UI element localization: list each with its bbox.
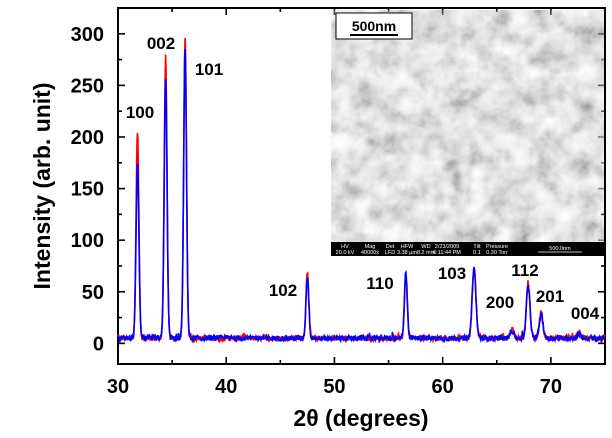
sem-meta-value: 0.1 xyxy=(473,250,481,256)
sem-image xyxy=(331,10,604,242)
peak-label-200: 200 xyxy=(486,293,514,312)
y-tick-label: 50 xyxy=(82,282,104,304)
sem-meta-scale: 500.0nm xyxy=(549,246,571,252)
peak-label-103: 103 xyxy=(438,264,466,283)
plot-frame xyxy=(117,7,606,365)
sem-meta-header: 2/23/2009 xyxy=(435,244,459,250)
sem-meta-header: WD xyxy=(421,244,430,250)
sem-meta-header: Pressure xyxy=(486,244,508,250)
sem-meta-header: HV xyxy=(341,244,349,250)
x-tick-label: 60 xyxy=(432,376,454,398)
y-tick-label: 150 xyxy=(71,179,104,201)
peak-label-102: 102 xyxy=(269,281,297,300)
sem-meta-value: 8.2 mm xyxy=(417,250,436,256)
sem-meta-value: 20.0 kV xyxy=(336,250,355,256)
sem-meta-header: Tilt xyxy=(473,244,481,250)
y-tick-label: 300 xyxy=(71,24,104,46)
sem-meta-value: 6:11:44 PM xyxy=(433,250,461,256)
peak-label-100: 100 xyxy=(126,103,154,122)
sem-meta-header: HFW xyxy=(401,244,414,250)
sem-meta-value: 40000x xyxy=(361,250,379,256)
peak-label-002: 002 xyxy=(147,34,175,53)
sem-meta-value: 0.30 Torr xyxy=(486,250,508,256)
peak-label-112: 112 xyxy=(511,261,538,280)
x-tick-label: 70 xyxy=(540,376,562,398)
y-tick-label: 0 xyxy=(93,333,104,355)
series-layer xyxy=(117,37,606,344)
y-tick-label: 100 xyxy=(71,230,104,252)
y-tick-label: 250 xyxy=(71,75,104,97)
peak-label-101: 101 xyxy=(195,60,223,79)
y-tick-label: 200 xyxy=(71,127,104,149)
peak-label-201: 201 xyxy=(536,287,564,306)
sem-meta: HV Mag Det HFW WD 2/23/2009 Tilt Pressure 20.0 k… xyxy=(336,244,582,256)
axis-layer: 30 40 50 60 70 0 50 100 150 200 250 300 xyxy=(71,7,606,398)
sem-meta-value: 3.38 μm xyxy=(397,250,417,256)
series-line-2 xyxy=(117,49,606,344)
sem-meta-header: Det xyxy=(386,244,395,250)
sem-inset: 500nm HV Mag Det HFW WD 2/23/2009 Tilt Pressure… xyxy=(331,10,604,256)
peak-label-004: 004 xyxy=(571,304,600,323)
x-tick-label: 50 xyxy=(323,376,345,398)
sem-meta-header: Mag xyxy=(365,244,376,250)
x-tick-label: 40 xyxy=(215,376,237,398)
y-axis-title: Intensity (arb. unit) xyxy=(29,83,55,290)
peak-label-110: 110 xyxy=(366,274,393,293)
x-axis-title: 2θ (degrees) xyxy=(293,405,428,431)
x-tick-label: 30 xyxy=(107,376,129,398)
peak-label-layer: 100 002 101 102 110 103 112 200 201 004 xyxy=(126,34,600,323)
sem-meta-value: LFD xyxy=(385,250,395,256)
sem-info-bar xyxy=(331,242,604,256)
sem-scale-label: 500nm xyxy=(352,18,396,34)
